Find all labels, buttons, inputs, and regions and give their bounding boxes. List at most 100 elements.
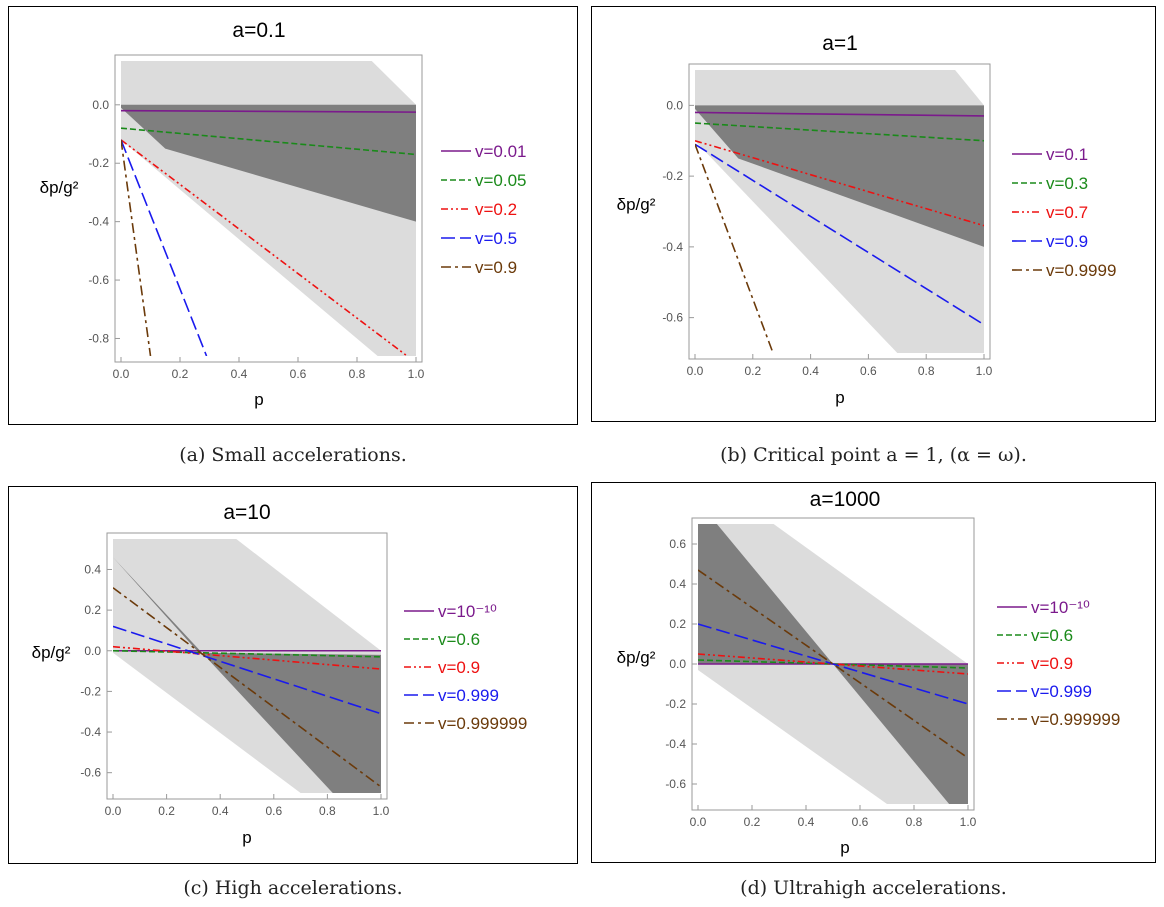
x-tick-label: 0.6: [860, 364, 877, 378]
y-tick-label: -0.2: [88, 156, 109, 170]
legend-label-0: v=0.01: [475, 142, 527, 161]
chart-2: 0.0 0.2 0.4 0.6 0.8 1.0 0.4 0.2 0.0 -0.2 -0.4 -0.6 a…: [32, 501, 528, 847]
legend-label-4: v=0.999999: [438, 714, 527, 733]
legend-label-3: v=0.9: [1046, 232, 1088, 251]
x-tick-label: 0.6: [265, 804, 282, 818]
series-line-4: [121, 139, 152, 356]
dark-uncertainty-band: [695, 105, 984, 247]
x-tick-label: 0.4: [802, 364, 819, 378]
plot-frame: [106, 532, 388, 800]
caption-a: (a) Small accelerations.: [179, 444, 407, 466]
plot-area: [695, 70, 984, 353]
caption-b: (b) Critical point a = 1, (α = ω).: [720, 444, 1027, 466]
x-tick-label: 0.4: [231, 367, 248, 381]
y-axis-label: δp/g²: [32, 643, 71, 662]
series-line-0: [695, 111, 984, 117]
y-tick-label: 0.2: [669, 617, 686, 631]
legend-label-1: v=0.05: [475, 171, 527, 190]
legend-label-4: v=0.9: [475, 258, 517, 277]
legend-label-4: v=0.9999: [1046, 261, 1116, 280]
y-axis-label: δp/g²: [40, 178, 79, 197]
panel-b: 0.0 0.2 0.4 0.6 0.8 1.0 0.0 -0.2 -0.4 -0.6 a=1 p δp/…: [591, 6, 1156, 422]
x-tick-label: 0.8: [349, 367, 366, 381]
x-tick-label: 0.2: [744, 364, 761, 378]
y-tick-label: -0.4: [80, 725, 101, 739]
series-line-3: [121, 139, 208, 356]
y-tick-label: 0.2: [84, 603, 101, 617]
chart-title: a=1000: [810, 488, 881, 511]
x-tick-label: 0.4: [212, 804, 229, 818]
panel-a: 0.0 0.2 0.4 0.6 0.8 1.0 0.0 -0.2 -0.4 -0.6 -0.8 a=0…: [8, 6, 578, 425]
y-tick-label: 0.4: [84, 562, 101, 576]
legend-label-3: v=0.5: [475, 229, 517, 248]
series-line-4: [695, 144, 774, 353]
series-line-2: [113, 645, 381, 670]
series-line-4: [698, 569, 968, 759]
x-axis-label: p: [242, 828, 251, 847]
x-tick-label: 0.8: [319, 804, 336, 818]
x-tick-label: 0.0: [690, 815, 707, 829]
legend-label-0: v=0.1: [1046, 145, 1088, 164]
legend-label-0: v=10⁻¹⁰: [438, 602, 497, 621]
x-tick-label: 0.8: [906, 815, 923, 829]
y-tick-label: -0.6: [662, 311, 683, 325]
y-tick-label: -0.6: [665, 777, 686, 791]
plot-area: [121, 61, 416, 356]
y-tick-label: -0.6: [80, 766, 101, 780]
x-tick-label: 1.0: [960, 815, 977, 829]
chart-0: 0.0 0.2 0.4 0.6 0.8 1.0 0.0 -0.2 -0.4 -0.6 -0.8 a=0…: [40, 19, 527, 409]
legend-label-1: v=0.6: [1031, 626, 1073, 645]
x-tick-label: 0.0: [687, 364, 704, 378]
series-line-1: [121, 127, 416, 156]
series-line-3: [113, 625, 381, 715]
y-tick-label: 0.4: [669, 577, 686, 591]
dark-uncertainty-band: [113, 557, 381, 793]
legend-label-3: v=0.999: [1031, 682, 1092, 701]
legend-label-4: v=0.999999: [1031, 710, 1120, 729]
x-tick-label: 0.8: [918, 364, 935, 378]
chart-title: a=10: [223, 501, 270, 524]
y-tick-label: -0.2: [80, 684, 101, 698]
x-axis-label: p: [835, 388, 844, 407]
y-tick-label: -0.4: [662, 240, 683, 254]
plot-frame: [114, 54, 423, 363]
x-tick-label: 0.6: [290, 367, 307, 381]
y-tick-label: 0.0: [92, 98, 109, 112]
chart-1: 0.0 0.2 0.4 0.6 0.8 1.0 0.0 -0.2 -0.4 -0.6 a=1 p δp/…: [617, 32, 1117, 407]
legend-label-0: v=10⁻¹⁰: [1031, 598, 1090, 617]
caption-d: (d) Ultrahigh accelerations.: [740, 877, 1007, 899]
y-tick-label: -0.8: [88, 331, 109, 345]
y-tick-label: 0.6: [669, 537, 686, 551]
x-tick-label: 1.0: [408, 367, 425, 381]
y-tick-label: 0.0: [84, 644, 101, 658]
x-axis-label: p: [840, 838, 849, 857]
y-tick-label: 0.0: [669, 657, 686, 671]
x-tick-label: 0.2: [158, 804, 175, 818]
caption-c: (c) High accelerations.: [183, 877, 403, 899]
legend-label-1: v=0.3: [1046, 174, 1088, 193]
x-tick-label: 0.0: [105, 804, 122, 818]
x-tick-label: 1.0: [976, 364, 993, 378]
chart-title: a=1: [822, 32, 858, 55]
legend-label-1: v=0.6: [438, 630, 480, 649]
x-axis-label: p: [254, 390, 263, 409]
y-tick-label: -0.4: [88, 215, 109, 229]
series-line-3: [698, 623, 968, 705]
y-tick-label: -0.4: [665, 737, 686, 751]
y-tick-label: -0.2: [662, 169, 683, 183]
plot-frame: [688, 63, 991, 360]
y-tick-label: 0.0: [666, 98, 683, 112]
x-tick-label: 0.0: [113, 367, 130, 381]
series-line-4: [113, 587, 381, 788]
legend-label-2: v=0.9: [1031, 654, 1073, 673]
x-tick-label: 1.0: [373, 804, 390, 818]
series-line-0: [121, 109, 416, 113]
panel-d: 0.0 0.2 0.4 0.6 0.8 1.0 0.6 0.4 0.2 0.0 -0.2 -0.4 -0…: [591, 482, 1156, 863]
legend-label-2: v=0.2: [475, 200, 517, 219]
chart-3: 0.0 0.2 0.4 0.6 0.8 1.0 0.6 0.4 0.2 0.0 -0.2 -0.4 -0…: [617, 488, 1121, 857]
x-tick-label: 0.2: [744, 815, 761, 829]
legend-label-2: v=0.9: [438, 658, 480, 677]
plot-area: [113, 539, 381, 793]
x-tick-label: 0.2: [172, 367, 189, 381]
y-axis-label: δp/g²: [617, 195, 656, 214]
